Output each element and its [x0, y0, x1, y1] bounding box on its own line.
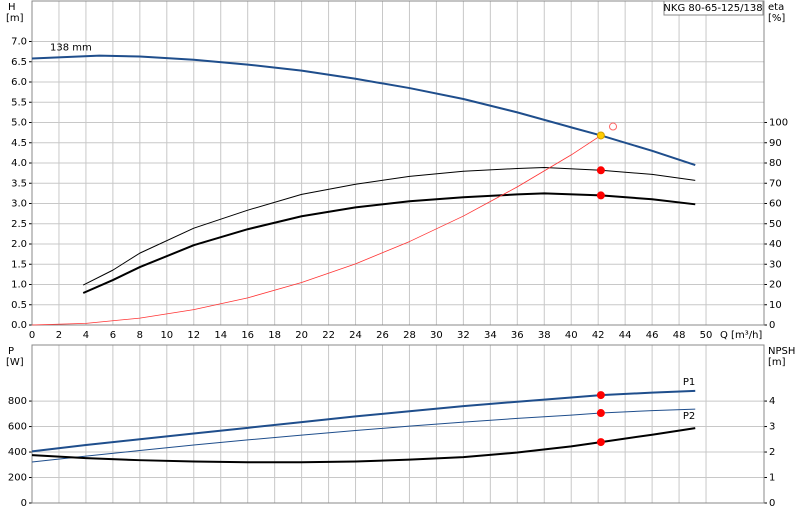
curve: [82, 192, 696, 294]
plot-frame: [31, 344, 765, 504]
y-tick-label: 0.0: [11, 320, 27, 331]
x-tick-label: 28: [403, 330, 416, 341]
curve: [31, 427, 696, 464]
x-tick-label: 10: [160, 330, 173, 341]
x-tick-label: 12: [187, 330, 200, 341]
y-tick-label: 0: [21, 498, 27, 509]
point-marker: [596, 438, 605, 447]
x-tick-label: 46: [646, 330, 659, 341]
x-tick-label: 42: [592, 330, 605, 341]
y2-tick-label: 10: [769, 300, 782, 311]
y2-tick-label: 0: [769, 320, 775, 331]
y2-tick-label: 70: [769, 178, 782, 189]
y-tick-label: 2.5: [11, 219, 27, 230]
chart-title: NKG 80-65-125/138: [663, 3, 762, 14]
y2-tick-label: 40: [769, 239, 782, 250]
y-axis-unit: [W]: [6, 357, 24, 368]
curve: [31, 389, 696, 453]
y2-axis-label: NPSH: [768, 346, 795, 357]
curve: [31, 54, 696, 166]
x-tick-label: 4: [83, 330, 89, 341]
y2-tick-label: 4: [769, 396, 775, 407]
y2-axis-unit: [m]: [768, 357, 786, 368]
x-tick-label: 50: [700, 330, 713, 341]
y-tick-label: 4.5: [11, 138, 27, 149]
y-axis-unit: [m]: [6, 13, 24, 24]
y2-tick-label: 3: [769, 422, 775, 433]
y-tick-label: 5.5: [11, 97, 27, 108]
x-tick-label: 36: [511, 330, 524, 341]
curve: [83, 166, 696, 286]
y-tick-label: 0.5: [11, 300, 27, 311]
y2-tick-label: 100: [769, 118, 788, 129]
y-tick-label: 200: [8, 473, 27, 484]
x-tick-label: 38: [538, 330, 551, 341]
y-tick-label: 7.0: [11, 37, 27, 48]
point-marker: [596, 166, 605, 175]
y2-tick-label: 2: [769, 447, 775, 458]
title-box: [663, 0, 764, 16]
y-tick-label: 6.0: [11, 77, 27, 88]
x-tick-label: 24: [349, 330, 362, 341]
y2-tick-label: 30: [769, 259, 782, 270]
y2-tick-label: 80: [769, 158, 782, 169]
x-tick-label: 26: [376, 330, 389, 341]
series-label: P1: [683, 377, 695, 388]
y-tick-label: 800: [8, 396, 27, 407]
y2-axis-unit: [%]: [768, 13, 785, 24]
x-tick-label: 34: [484, 330, 497, 341]
y-tick-label: 1.0: [11, 280, 27, 291]
y2-tick-label: 1: [769, 473, 775, 484]
x-tick-label: 16: [241, 330, 254, 341]
y2-axis-label: eta: [768, 2, 784, 13]
point-marker: [596, 131, 605, 140]
x-tick-label: 20: [295, 330, 308, 341]
y2-tick-label: 20: [769, 280, 782, 291]
point-marker: [596, 191, 605, 200]
y-tick-label: 3.5: [11, 178, 27, 189]
y-axis-label: H: [8, 2, 16, 13]
y-tick-label: 600: [8, 422, 27, 433]
plot-frame: [31, 0, 765, 326]
x-tick-label: 40: [565, 330, 578, 341]
y-tick-label: 4.0: [11, 158, 27, 169]
y-tick-label: 1.5: [11, 259, 27, 270]
x-axis-label: Q [m³/h]: [720, 330, 762, 341]
x-tick-label: 30: [430, 330, 443, 341]
series-label: 138 mm: [50, 43, 92, 54]
y2-tick-label: 90: [769, 138, 782, 149]
x-tick-label: 6: [110, 330, 116, 341]
x-tick-label: 32: [457, 330, 470, 341]
x-tick-label: 0: [29, 330, 35, 341]
curve: [31, 408, 696, 463]
point-marker: [596, 391, 605, 400]
series-label: P2: [683, 411, 695, 422]
x-tick-label: 8: [137, 330, 143, 341]
y-tick-label: 5.0: [11, 118, 27, 129]
y-tick-label: 3.0: [11, 199, 27, 210]
point-marker: [596, 409, 605, 418]
y2-tick-label: 60: [769, 199, 782, 210]
point-marker: [609, 122, 618, 131]
y2-tick-label: 0: [769, 498, 775, 509]
y-tick-label: 2.0: [11, 239, 27, 250]
x-tick-label: 22: [322, 330, 335, 341]
y2-tick-label: 50: [769, 219, 782, 230]
curve: [31, 135, 602, 326]
y-axis-label: P: [8, 346, 14, 357]
x-tick-label: 44: [619, 330, 632, 341]
x-tick-label: 18: [268, 330, 281, 341]
y-tick-label: 6.5: [11, 57, 27, 68]
x-tick-label: 2: [56, 330, 62, 341]
x-tick-label: 48: [673, 330, 686, 341]
x-tick-label: 14: [214, 330, 227, 341]
y-tick-label: 400: [8, 447, 27, 458]
